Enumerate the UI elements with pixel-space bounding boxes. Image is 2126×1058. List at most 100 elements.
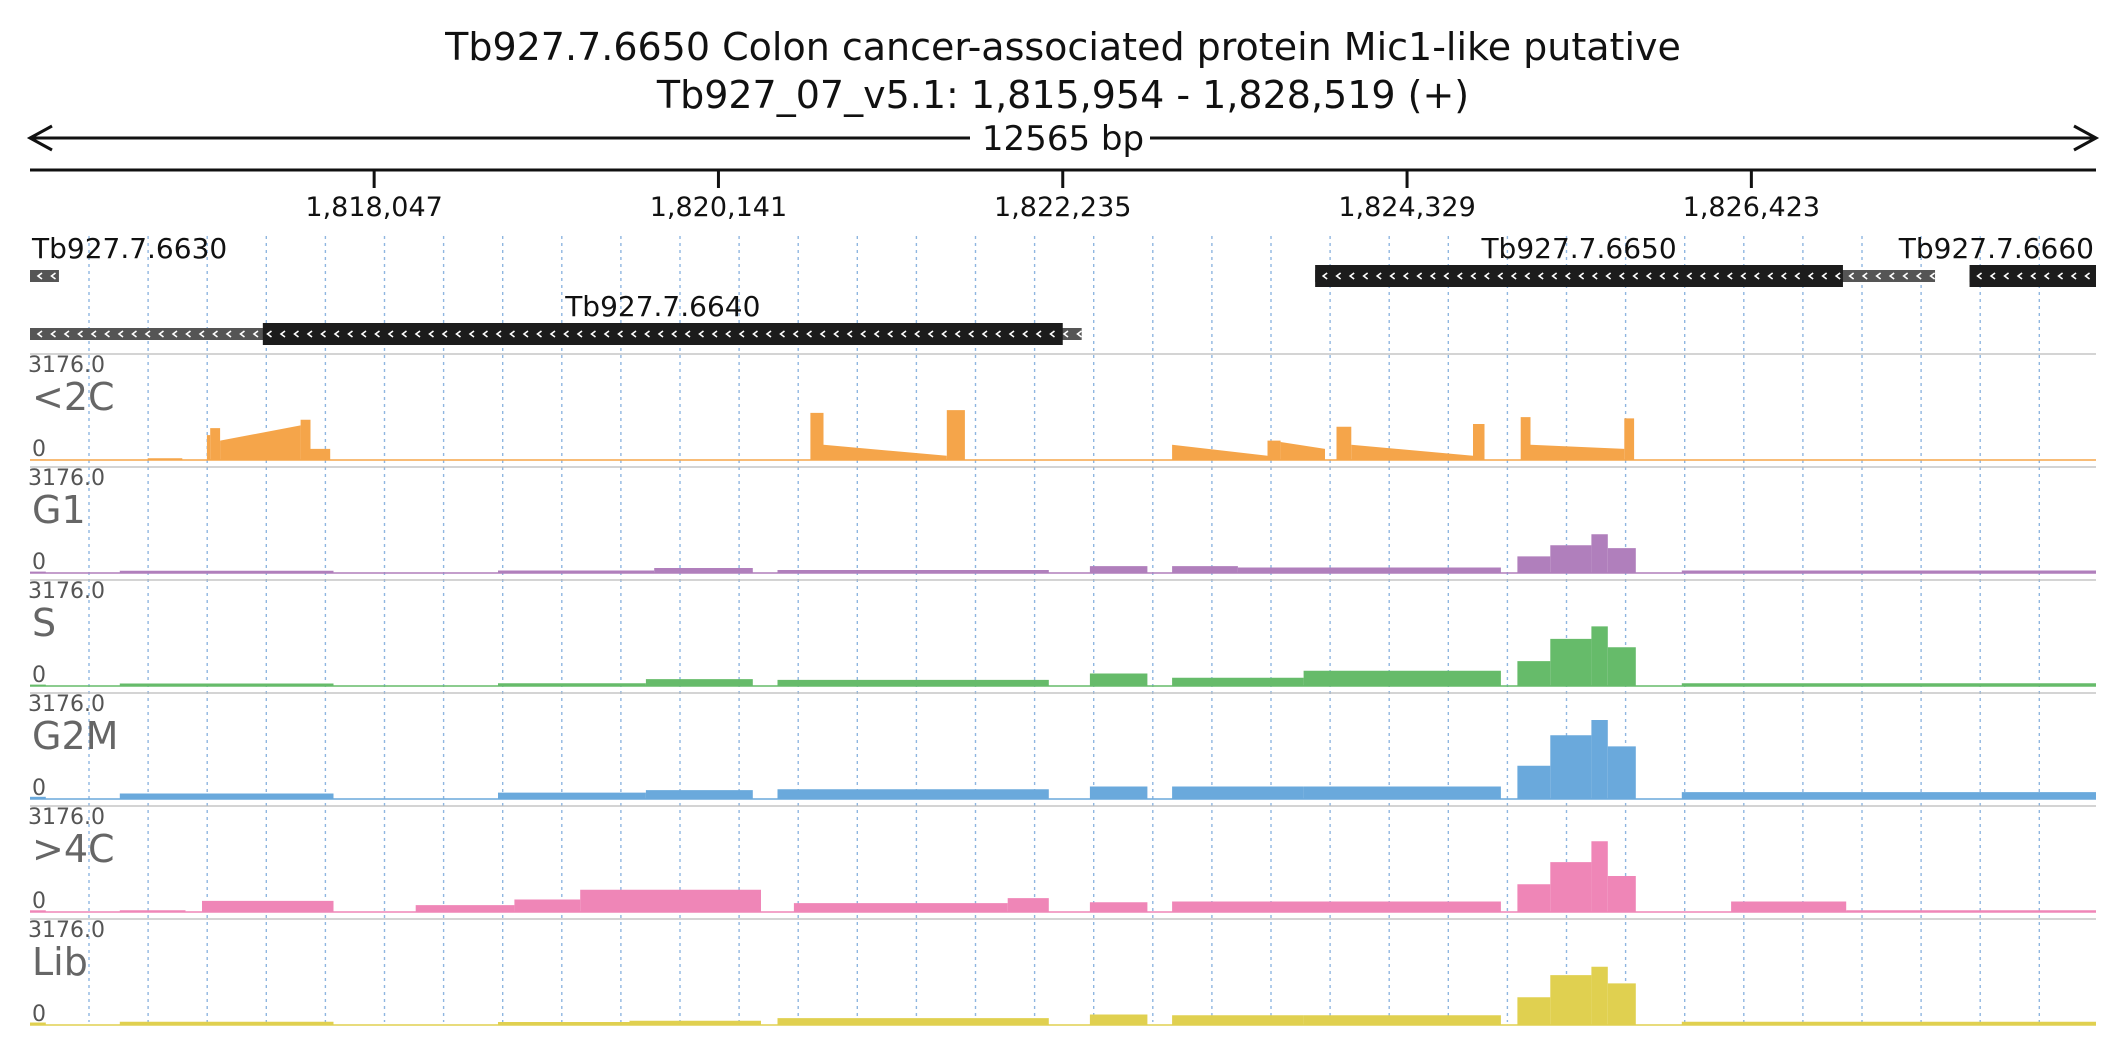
track-max-label: 3176.0	[28, 805, 105, 830]
coverage-segment	[1172, 1015, 1304, 1025]
chevron-icon	[1780, 272, 1787, 280]
chevron-icon	[320, 330, 326, 338]
chevron-icon	[2003, 272, 2010, 280]
coverage-segment	[1517, 661, 1551, 686]
coverage-segment	[1731, 901, 1847, 912]
chevron-icon	[158, 330, 164, 338]
chevron-icon	[1008, 330, 1015, 338]
chevron-icon	[1618, 272, 1625, 280]
coverage-segment	[30, 684, 46, 686]
chevron-icon	[1989, 272, 1996, 280]
tick-label: 1,826,423	[1683, 192, 1820, 223]
coverage-segment	[1681, 792, 2096, 799]
chevron-icon	[671, 330, 677, 338]
chevron-icon	[819, 330, 826, 338]
chevron-icon	[981, 330, 988, 338]
gene-cds	[262, 323, 1063, 345]
coverage-segment	[1517, 884, 1551, 912]
chevron-icon	[1888, 272, 1895, 280]
chevron-icon	[1915, 272, 1922, 280]
track-min-label: 0	[32, 663, 46, 688]
coverage-segment	[1089, 566, 1148, 573]
chevron-icon	[1022, 330, 1028, 338]
coverage-segment	[777, 570, 1049, 573]
chevron-icon	[1726, 272, 1733, 280]
coverage-segment	[1681, 1021, 2096, 1025]
chevron-icon	[846, 330, 853, 338]
coverage-segment	[498, 1022, 630, 1025]
track-name: S	[32, 601, 56, 645]
chevron-icon	[860, 330, 866, 338]
gene-label: Tb927.7.6630	[31, 232, 227, 265]
coverage-segment	[777, 679, 1049, 686]
coverage-segment	[1007, 898, 1049, 912]
chevron-icon	[1429, 272, 1436, 280]
chevron-icon	[657, 330, 664, 338]
chevron-icon	[90, 330, 97, 338]
tick-label: 1,818,047	[305, 192, 442, 223]
coverage-segment	[415, 905, 515, 912]
coverage-segment	[1303, 1015, 1501, 1025]
coverage-segment	[1089, 1014, 1148, 1025]
chevron-icon	[1976, 272, 1983, 280]
chevron-icon	[1335, 272, 1342, 280]
chevron-icon	[1389, 272, 1396, 280]
coverage-segment	[823, 444, 947, 460]
track-4: 3176.0>4C 0	[28, 805, 2096, 914]
track-2: 3176.0S 0	[28, 579, 2096, 688]
coverage-segment	[1591, 720, 1608, 799]
chevron-icon	[1659, 272, 1666, 280]
chevron-icon	[1443, 272, 1450, 280]
tick-label: 1,820,141	[650, 192, 787, 223]
coverage-segment	[119, 683, 334, 686]
chevron-icon	[536, 330, 542, 338]
chevron-icon	[347, 330, 353, 338]
coverage-segment	[1607, 876, 1636, 912]
tick-label: 1,822,235	[994, 192, 1131, 223]
coverage-segment	[1172, 901, 1501, 912]
coverage-segment	[1089, 902, 1148, 912]
gene-label: Tb927.7.6660	[1898, 232, 2094, 265]
chevron-icon	[522, 330, 529, 338]
coverage-segment	[1681, 570, 2096, 573]
chevron-icon	[1767, 272, 1774, 280]
chevron-icon	[1035, 330, 1042, 338]
chevron-icon	[2057, 272, 2064, 280]
chevron-icon	[1470, 272, 1477, 280]
gene-utr	[30, 270, 59, 282]
gridlines	[88, 236, 2041, 1022]
tick-label: 1,824,329	[1338, 192, 1475, 223]
coverage-segment	[1517, 765, 1551, 799]
chevron-icon	[1062, 330, 1069, 338]
coverage-segment	[119, 1021, 334, 1025]
track-name: Lib	[32, 940, 88, 984]
coverage-segment	[946, 410, 965, 460]
chevron-icon	[509, 330, 515, 338]
coverage-tracks: 3176.0<2C03176.0G103176.0S03176.0G2M0317…	[28, 353, 2096, 1027]
coverage-segment	[514, 899, 581, 912]
chevron-icon	[1821, 272, 1828, 280]
track-1: 3176.0G1 0	[28, 466, 2096, 575]
coverage-segment	[1607, 548, 1636, 573]
chevron-icon	[104, 330, 110, 338]
chevron-icon	[1551, 272, 1558, 280]
track-min-label: 0	[32, 437, 46, 462]
chevron-icon	[1375, 272, 1382, 280]
chevron-icon	[1564, 272, 1571, 280]
gene-Tb927-7-6630: Tb927.7.6630	[30, 232, 227, 282]
coverage-segment	[645, 790, 753, 799]
chevron-icon	[968, 330, 974, 338]
chevron-icon	[36, 272, 43, 280]
coverage-segment	[30, 571, 46, 573]
coverage-segment	[1591, 841, 1608, 912]
coverage-segment	[30, 796, 46, 799]
chevron-icon	[455, 330, 461, 338]
track-name: >4C	[32, 827, 115, 871]
coverage-segment	[310, 448, 331, 460]
track-name: <2C	[32, 375, 115, 419]
chevron-icon	[1740, 272, 1747, 280]
chevron-icon	[1362, 272, 1369, 280]
